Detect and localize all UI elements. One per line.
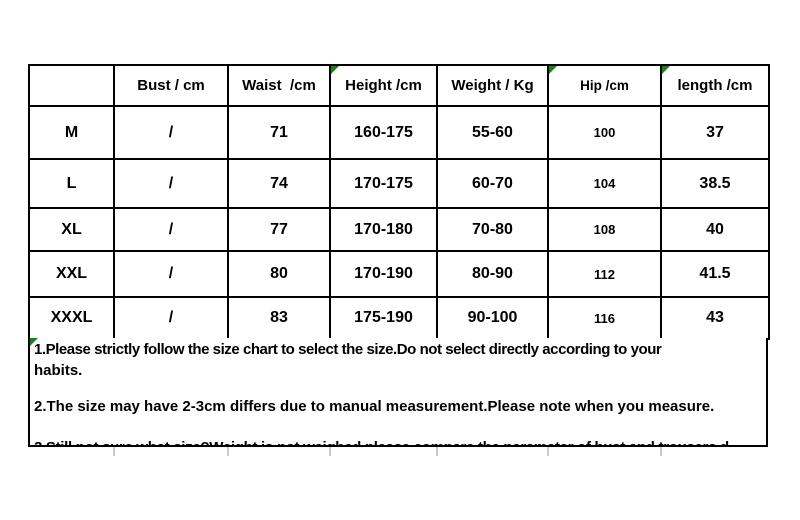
col-header-hip: Hip /cm — [547, 64, 662, 107]
table-row-xxl: XXL / 80 170-190 80-90 112 41.5 — [28, 250, 770, 298]
note-2: 2.The size may have 2-3cm differs due to… — [34, 398, 715, 415]
cell-length: 37 — [660, 105, 770, 160]
col-header-length: length /cm — [660, 64, 770, 107]
size-label: XXL — [28, 250, 115, 298]
size-label: L — [28, 158, 115, 209]
col-header-empty — [28, 64, 115, 107]
table-row-xl: XL / 77 170-180 70-80 108 40 — [28, 207, 770, 252]
cell-hip: 100 — [547, 105, 662, 160]
cell-hip: 108 — [547, 207, 662, 252]
table-row-xxxl: XXXL / 83 175-190 90-100 116 43 — [28, 296, 770, 340]
note-1-line-2: habits. — [34, 362, 83, 379]
note-3-clipped: 3.Still not sure what size?Weight is not… — [34, 438, 764, 445]
cell-weight: 80-90 — [436, 250, 549, 298]
header-row: Bust / cm Waist /cm Height /cm Weight / … — [28, 64, 770, 107]
gridline-stub — [227, 447, 229, 456]
cell-height: 160-175 — [329, 105, 438, 160]
excel-comment-marker-icon — [550, 67, 557, 74]
cell-weight: 90-100 — [436, 296, 549, 340]
cell-height: 170-190 — [329, 250, 438, 298]
cell-height: 170-180 — [329, 207, 438, 252]
cell-waist: 80 — [227, 250, 331, 298]
cell-height: 175-190 — [329, 296, 438, 340]
cell-hip: 104 — [547, 158, 662, 209]
cell-weight: 55-60 — [436, 105, 549, 160]
cell-length: 43 — [660, 296, 770, 340]
note-1-line-1: 1.Please strictly follow the size chart … — [34, 341, 662, 358]
cell-bust: / — [113, 158, 229, 209]
gridline-stub — [436, 447, 438, 456]
table-row-l: L / 74 170-175 60-70 104 38.5 — [28, 158, 770, 209]
gridline-stub — [660, 447, 662, 456]
size-chart-table: Bust / cm Waist /cm Height /cm Weight / … — [28, 64, 770, 340]
col-header-weight: Weight / Kg — [436, 64, 549, 107]
cell-bust: / — [113, 296, 229, 340]
size-label: XXXL — [28, 296, 115, 340]
col-header-waist: Waist /cm — [227, 64, 331, 107]
size-label: M — [28, 105, 115, 160]
cell-weight: 60-70 — [436, 158, 549, 209]
excel-comment-marker-icon — [332, 67, 339, 74]
cell-length: 38.5 — [660, 158, 770, 209]
col-header-bust: Bust / cm — [113, 64, 229, 107]
cell-waist: 83 — [227, 296, 331, 340]
notes-box: 1.Please strictly follow the size chart … — [28, 338, 768, 447]
cell-bust: / — [113, 105, 229, 160]
cell-hip: 112 — [547, 250, 662, 298]
table-row-m: M / 71 160-175 55-60 100 37 — [28, 105, 770, 160]
cell-length: 40 — [660, 207, 770, 252]
col-header-height: Height /cm — [329, 64, 438, 107]
cell-height: 170-175 — [329, 158, 438, 209]
gridline-stub — [113, 447, 115, 456]
cell-waist: 71 — [227, 105, 331, 160]
cell-hip: 116 — [547, 296, 662, 340]
cell-weight: 70-80 — [436, 207, 549, 252]
cell-waist: 74 — [227, 158, 331, 209]
gridline-stub — [547, 447, 549, 456]
excel-comment-marker-icon — [30, 338, 38, 346]
excel-comment-marker-icon — [663, 67, 670, 74]
size-label: XL — [28, 207, 115, 252]
gridline-stub — [329, 447, 331, 456]
cell-length: 41.5 — [660, 250, 770, 298]
cell-waist: 77 — [227, 207, 331, 252]
cell-bust: / — [113, 250, 229, 298]
cell-bust: / — [113, 207, 229, 252]
